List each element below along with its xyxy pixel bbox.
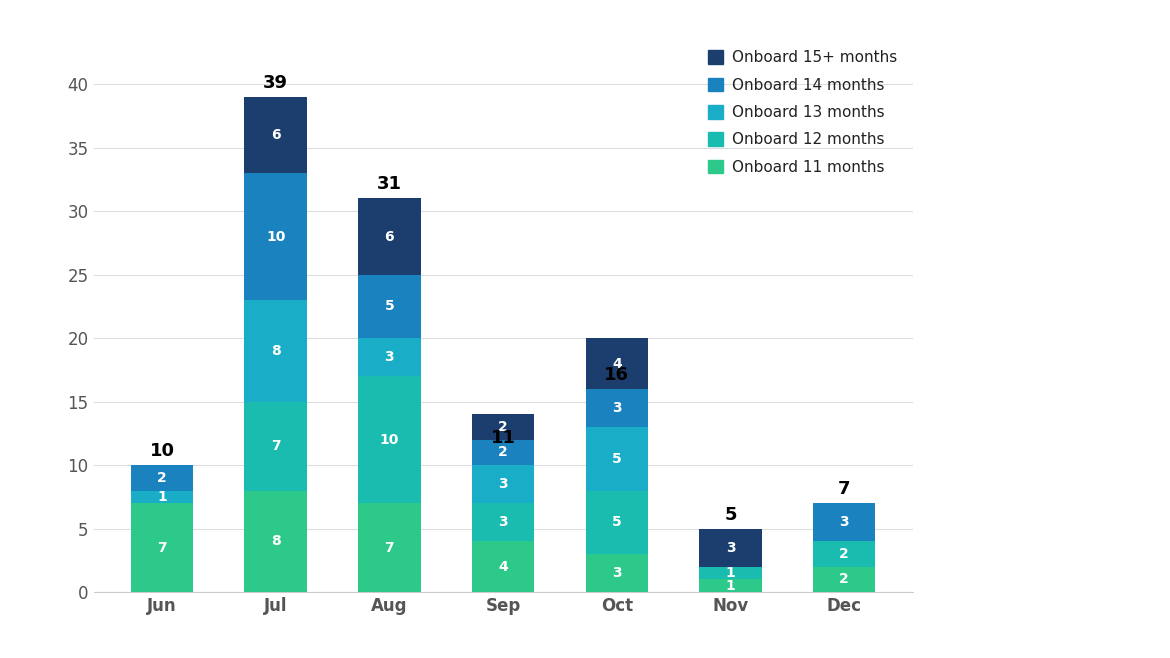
Text: 3: 3 — [839, 515, 849, 529]
Text: 1: 1 — [725, 579, 735, 593]
Text: 2: 2 — [839, 547, 849, 561]
Text: 4: 4 — [498, 560, 508, 574]
Text: 2: 2 — [839, 572, 849, 586]
Text: 5: 5 — [612, 452, 621, 466]
Bar — [245, 491, 307, 592]
Bar — [472, 415, 535, 440]
Text: 3: 3 — [385, 350, 394, 365]
Text: 16: 16 — [604, 366, 629, 384]
Text: 1: 1 — [725, 566, 735, 580]
Bar — [585, 427, 648, 491]
Text: 39: 39 — [263, 74, 288, 91]
Text: 8: 8 — [271, 344, 281, 358]
Bar — [700, 528, 762, 567]
Text: 2: 2 — [157, 471, 167, 485]
Bar — [472, 465, 535, 503]
Text: 2: 2 — [498, 420, 508, 434]
Bar — [358, 274, 421, 338]
Text: 2: 2 — [498, 445, 508, 459]
Bar — [472, 440, 535, 465]
Bar — [472, 542, 535, 592]
Text: 7: 7 — [385, 541, 394, 555]
Text: 5: 5 — [724, 505, 737, 524]
Bar — [472, 503, 535, 542]
Text: 3: 3 — [498, 477, 508, 492]
Bar — [700, 580, 762, 592]
Bar — [585, 389, 648, 427]
Bar — [131, 491, 193, 503]
Bar — [585, 338, 648, 389]
Text: 6: 6 — [385, 230, 394, 243]
Text: 3: 3 — [498, 515, 508, 529]
Text: 3: 3 — [612, 566, 621, 580]
Text: 7: 7 — [838, 480, 851, 498]
Bar — [358, 376, 421, 503]
Bar — [245, 401, 307, 491]
Text: 10: 10 — [150, 442, 174, 460]
Text: 5: 5 — [612, 515, 621, 529]
Bar — [358, 338, 421, 376]
Text: 31: 31 — [377, 176, 402, 193]
Legend: Onboard 15+ months, Onboard 14 months, Onboard 13 months, Onboard 12 months, Onb: Onboard 15+ months, Onboard 14 months, O… — [700, 43, 904, 182]
Bar — [131, 465, 193, 491]
Text: 7: 7 — [157, 541, 167, 555]
Text: 8: 8 — [271, 534, 281, 548]
Text: 4: 4 — [612, 357, 621, 370]
Text: 6: 6 — [271, 128, 281, 142]
Bar — [813, 503, 875, 542]
Text: 3: 3 — [612, 401, 621, 415]
Bar — [245, 173, 307, 300]
Text: 1: 1 — [157, 490, 167, 504]
Text: 10: 10 — [266, 230, 285, 243]
Bar — [245, 97, 307, 173]
Bar — [700, 567, 762, 580]
Bar — [358, 199, 421, 274]
Text: 5: 5 — [385, 299, 394, 313]
Bar — [585, 491, 648, 554]
Bar — [358, 503, 421, 592]
Text: 7: 7 — [271, 439, 281, 453]
Bar — [585, 554, 648, 592]
Bar — [245, 300, 307, 401]
Text: 11: 11 — [490, 430, 516, 447]
Text: 10: 10 — [380, 433, 399, 447]
Bar — [131, 503, 193, 592]
Text: 3: 3 — [725, 541, 735, 555]
Bar — [813, 542, 875, 567]
Bar — [813, 567, 875, 592]
